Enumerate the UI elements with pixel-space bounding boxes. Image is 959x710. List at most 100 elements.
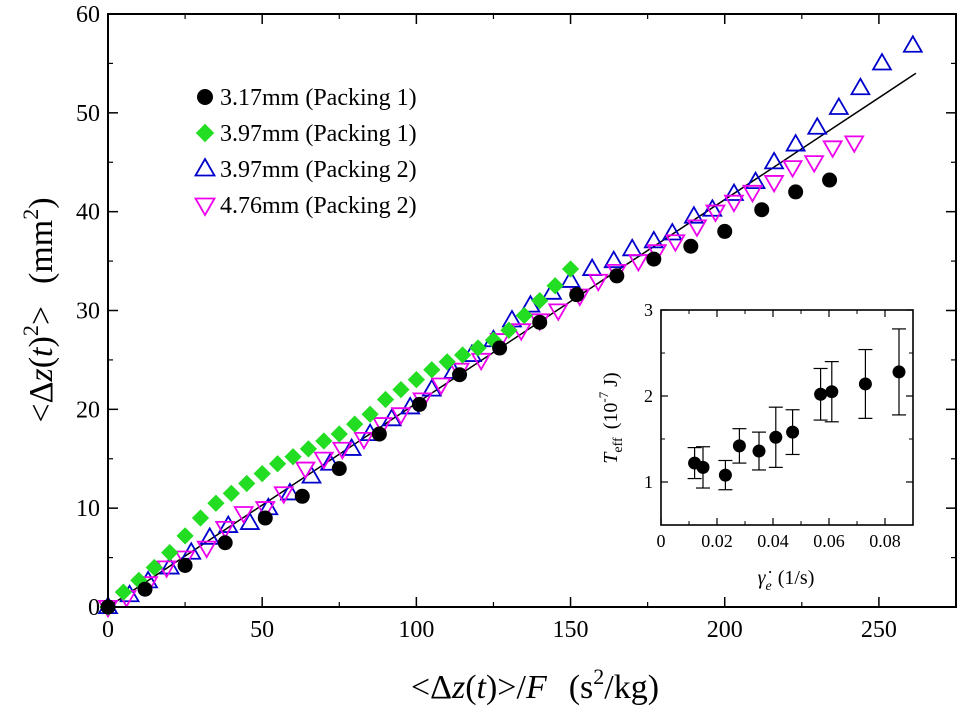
data-point	[742, 184, 763, 204]
inset-point-group	[813, 367, 828, 421]
legend-label: 3.97mm (Packing 2)	[220, 157, 417, 183]
data-point	[587, 273, 609, 293]
data-point	[822, 172, 838, 188]
inset-point-group	[732, 428, 747, 464]
data-point	[207, 494, 225, 512]
inset-plot: 0 0.02 0.04 0.06 0.08 1 2 3 γ̇e (1/s) Teff(10-7 …	[596, 300, 914, 594]
data-point	[470, 352, 492, 372]
data-point	[294, 461, 316, 480]
data-point	[664, 234, 686, 253]
inset-x-tick-label: 0	[657, 531, 666, 551]
data-point	[331, 441, 353, 461]
data-point	[569, 287, 585, 303]
data-point	[174, 550, 196, 569]
inset-x-axis-title: γ̇e (1/s)	[758, 567, 815, 594]
data-point	[176, 527, 194, 545]
inset-point-group	[696, 446, 710, 489]
data-point	[683, 205, 705, 224]
y-tick-label: 20	[76, 397, 100, 423]
inset-y-tick-label: 3	[644, 300, 653, 320]
data-point	[253, 464, 271, 483]
data-point	[191, 509, 210, 527]
data-point	[627, 254, 649, 273]
data-point	[510, 323, 532, 342]
inset-x-tick-label: 0.06	[813, 531, 845, 551]
data-point	[532, 314, 548, 330]
data-point	[423, 361, 441, 379]
data-point	[745, 170, 767, 190]
data-point	[871, 52, 893, 71]
legend-marker	[193, 197, 217, 217]
inset-x-tick-label: 0.04	[757, 531, 789, 551]
inset-point-group	[858, 348, 873, 419]
data-point	[346, 415, 364, 433]
inset-y-tick-label: 1	[644, 472, 653, 492]
data-point	[430, 377, 452, 396]
data-point	[273, 486, 295, 505]
y-tick-label: 0	[88, 595, 100, 621]
legend-label: 3.97mm (Packing 1)	[220, 121, 417, 147]
data-point	[547, 303, 569, 322]
data-point	[421, 378, 443, 397]
inset-point-group	[768, 406, 783, 468]
data-point	[717, 223, 733, 239]
data-point	[284, 448, 302, 466]
inset-data-point	[786, 425, 800, 439]
data-point	[843, 135, 865, 154]
data-point	[371, 426, 387, 442]
data-point	[828, 96, 850, 115]
x-tick-label: 50	[250, 617, 274, 643]
data-point	[723, 194, 745, 213]
x-tick-label: 250	[861, 617, 897, 643]
inset-x-tick-label: 0.02	[701, 531, 733, 551]
data-point	[161, 544, 179, 562]
data-point	[257, 510, 273, 526]
data-point	[683, 238, 699, 254]
y-tick-label: 40	[76, 200, 100, 226]
data-point	[313, 451, 335, 470]
data-point	[546, 277, 564, 295]
data-point	[196, 540, 218, 559]
data-point	[661, 222, 683, 241]
fit-line	[107, 72, 917, 608]
data-point	[268, 455, 287, 473]
data-point	[785, 133, 807, 152]
data-point	[353, 431, 375, 451]
data-point	[233, 506, 255, 525]
data-point	[492, 340, 508, 356]
legend-marker	[195, 123, 215, 143]
data-point	[411, 396, 427, 412]
data-point	[453, 346, 472, 364]
data-point	[806, 116, 828, 135]
inset-data-point	[892, 365, 906, 379]
inset-data-point	[752, 444, 766, 458]
data-point	[217, 535, 233, 551]
data-point	[254, 501, 276, 520]
y-axis-title: <Δz(t)2>(mm2)	[18, 197, 60, 422]
data-point	[788, 184, 804, 200]
data-point	[390, 407, 412, 426]
data-point	[222, 484, 240, 502]
inset-y-axis-title: Teff(10-7 J)	[596, 372, 626, 463]
data-point	[137, 581, 153, 597]
data-point	[560, 269, 582, 288]
data-point	[763, 151, 785, 170]
data-point	[199, 526, 221, 545]
data-point	[754, 202, 770, 218]
data-point	[315, 432, 333, 450]
legend-label: 3.17mm (Packing 1)	[220, 85, 417, 111]
legend-item: 3.97mm (Packing 1)	[195, 121, 417, 147]
inset-data-point	[825, 385, 839, 399]
data-point	[452, 367, 468, 383]
y-tick-label: 60	[76, 2, 100, 28]
data-point	[159, 556, 181, 575]
main-marks	[97, 34, 924, 619]
inset-y-tick-label: 2	[644, 386, 653, 406]
inset-data-point	[814, 387, 828, 401]
inset-plot-frame	[660, 309, 914, 526]
data-point	[330, 425, 348, 443]
inset-data-point	[696, 460, 710, 474]
data-point	[177, 557, 193, 573]
